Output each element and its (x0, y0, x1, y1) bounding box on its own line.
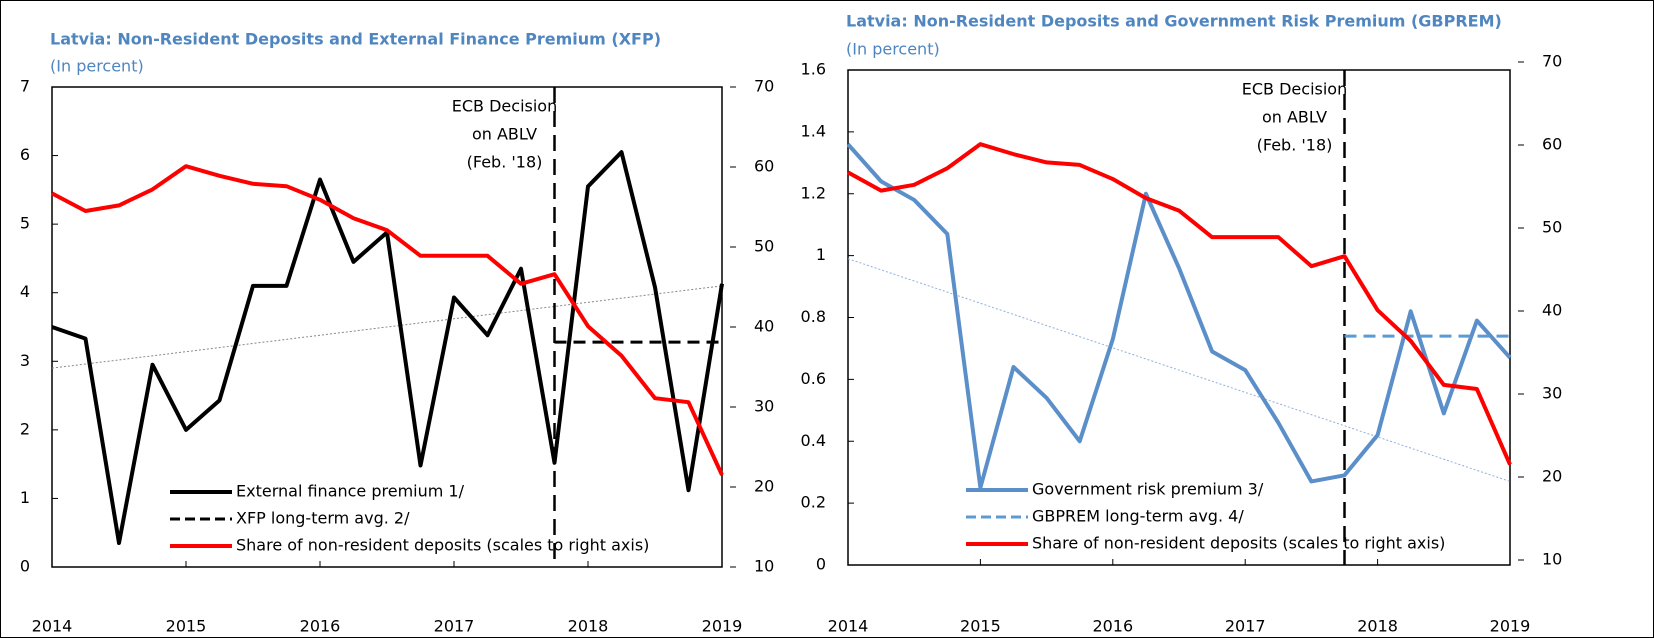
y-tick-label: 7 (20, 77, 30, 96)
legend-label: Share of non-resident deposits (scales t… (1032, 534, 1445, 553)
legend-label: Share of non-resident deposits (scales t… (236, 536, 649, 555)
y2-tick-label: 10 (754, 557, 774, 576)
y-tick-label: 2 (20, 419, 30, 438)
y-tick-label: 1.2 (801, 183, 826, 202)
y2-tick-label: 60 (1542, 135, 1562, 154)
x-tick-label: 2019 (702, 617, 743, 636)
y-tick-label: 0.2 (801, 493, 826, 512)
chart-subtitle: (In percent) (846, 40, 940, 59)
y2-tick-label: 70 (1542, 52, 1562, 71)
chart-subtitle: (In percent) (50, 57, 144, 76)
y-tick-label: 1 (20, 488, 30, 507)
legend-label: Government risk premium 3/ (1032, 480, 1264, 499)
legend-label: External finance premium 1/ (236, 482, 465, 501)
x-tick-label: 2014 (828, 617, 869, 636)
trend-line (51, 285, 723, 369)
y2-tick-label: 40 (754, 317, 774, 336)
y2-tick-label: 50 (1542, 218, 1562, 237)
annotation: (Feb. '18) (1257, 136, 1333, 155)
y-tick-label: 0 (20, 557, 30, 576)
y2-tick-label: 30 (754, 397, 774, 416)
legend-label: GBPREM long-term avg. 4/ (1032, 507, 1244, 526)
y-tick-label: 5 (20, 214, 30, 233)
trend-line (847, 258, 1511, 482)
chart-title: Latvia: Non-Resident Deposits and Govern… (846, 12, 1502, 31)
y2-tick-label: 30 (1542, 384, 1562, 403)
y-tick-label: 0 (816, 555, 826, 574)
y-tick-label: 0.6 (801, 369, 826, 388)
y2-tick-label: 60 (754, 157, 774, 176)
y-tick-label: 1 (816, 245, 826, 264)
series-line (51, 164, 724, 476)
y-tick-label: 4 (20, 282, 30, 301)
x-tick-label: 2018 (568, 617, 609, 636)
x-tick-label: 2017 (434, 617, 475, 636)
x-tick-label: 2019 (1490, 617, 1531, 636)
series-line (847, 142, 1512, 466)
y2-tick-label: 70 (754, 77, 774, 96)
annotation: ECB Decision (1242, 80, 1347, 99)
y2-tick-label: 10 (1542, 550, 1562, 569)
x-tick-label: 2018 (1357, 617, 1398, 636)
y2-tick-label: 50 (754, 237, 774, 256)
y2-tick-label: 20 (1542, 467, 1562, 486)
x-tick-label: 2016 (300, 617, 341, 636)
y-tick-label: 0.4 (801, 431, 826, 450)
y2-tick-label: 40 (1542, 301, 1562, 320)
x-tick-label: 2015 (960, 617, 1001, 636)
y-tick-label: 1.4 (801, 121, 826, 140)
x-tick-label: 2017 (1225, 617, 1266, 636)
annotation: on ABLV (1262, 108, 1327, 127)
x-tick-label: 2014 (32, 617, 73, 636)
chart-title: Latvia: Non-Resident Deposits and Extern… (50, 30, 661, 49)
legend-label: XFP long-term avg. 2/ (236, 509, 410, 528)
series-line (846, 142, 1512, 490)
y2-tick-label: 20 (754, 477, 774, 496)
x-tick-label: 2015 (166, 617, 207, 636)
annotation: on ABLV (472, 125, 537, 144)
y-tick-label: 6 (20, 145, 30, 164)
annotation: (Feb. '18) (467, 153, 543, 172)
y-tick-label: 3 (20, 351, 30, 370)
x-tick-label: 2016 (1092, 617, 1133, 636)
y-tick-label: 0.8 (801, 307, 826, 326)
y-tick-label: 1.6 (801, 60, 826, 79)
annotation: ECB Decision (452, 97, 557, 116)
